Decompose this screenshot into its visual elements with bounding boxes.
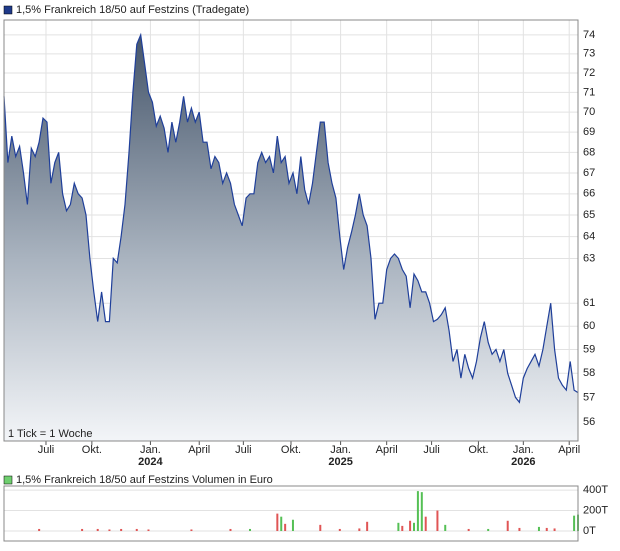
volume-bar [401, 525, 404, 531]
volume-bar [553, 528, 556, 531]
y-tick-label: 57 [583, 391, 595, 403]
x-year-label: 2025 [328, 456, 352, 468]
volume-bar [537, 526, 540, 531]
x-tick-label: Jan. [513, 444, 534, 456]
volume-bar [108, 529, 111, 531]
y-tick-label: 70 [583, 106, 595, 118]
y-tick-label: 65 [583, 209, 595, 221]
volume-bar [280, 516, 283, 531]
volume-bar [416, 491, 419, 531]
volume-bar [147, 529, 150, 531]
y-tick-label: 63 [583, 252, 595, 264]
y-tick-label: 400T [583, 484, 608, 496]
x-tick-label: Okt. [468, 444, 488, 456]
volume-panel: 0T 200T 400T [3, 484, 608, 542]
y-tick-label: 66 [583, 188, 595, 200]
y-tick-label: 58 [583, 367, 595, 379]
volume-bar [276, 513, 279, 531]
x-tick-label: April [376, 444, 398, 456]
annotation: 1 Tick = 1 Woche [8, 428, 92, 440]
volume-bar [409, 520, 412, 531]
volume-bar [81, 528, 84, 531]
volume-bar [424, 516, 427, 531]
volume-bar [420, 492, 423, 531]
x-tick-label: April [188, 444, 210, 456]
volume-bar [436, 510, 439, 531]
volume-bar [545, 527, 548, 531]
y-tick-label: 61 [583, 297, 595, 309]
plot-frame [3, 19, 579, 442]
price-panel: 56 57 58 59 60 61 63 64 65 66 67 68 69 70 71 72 73 74 Juli… [3, 19, 595, 468]
y-tick-label: 69 [583, 126, 595, 138]
volume-bar [120, 528, 123, 531]
y-tick-label: 74 [583, 29, 595, 41]
y-tick-label: 71 [583, 86, 595, 98]
plot-frame [3, 485, 579, 542]
x-tick-label: Okt. [82, 444, 102, 456]
volume-bar [284, 523, 287, 531]
y-tick-label: 68 [583, 146, 595, 158]
volume-bar [506, 520, 509, 531]
volume-bar [338, 528, 341, 531]
volume-bar [96, 528, 99, 531]
x-tick-label: Juli [38, 444, 55, 456]
x-year-label: 2026 [511, 456, 535, 468]
x-tick-label: Jan. [140, 444, 161, 456]
x-tick-label: April [558, 444, 580, 456]
y-tick-label: 64 [583, 230, 595, 242]
y-tick-label: 72 [583, 67, 595, 79]
area [4, 34, 578, 442]
x-year-label: 2024 [138, 456, 163, 468]
volume-bar [249, 528, 251, 531]
volume-bar [229, 528, 232, 531]
y-tick-label: 67 [583, 167, 595, 179]
volume-bar [413, 522, 415, 531]
y-tick-label: 0T [583, 525, 596, 537]
legend-swatch [3, 5, 13, 15]
volume-bar [444, 524, 447, 531]
volume-bar [358, 528, 361, 531]
y-tick-label: 56 [583, 416, 595, 428]
volume-bar [291, 519, 294, 531]
volume-title: 1,5% Frankreich 18/50 auf Festzins Volum… [16, 474, 273, 486]
volume-bar [319, 524, 322, 531]
y-tick-label: 200T [583, 504, 608, 516]
volume-bar [573, 515, 576, 531]
x-tick-label: Juli [235, 444, 252, 456]
volume-bar [467, 528, 470, 531]
volume-bar [366, 521, 369, 531]
y-tick-label: 60 [583, 320, 595, 332]
y-tick-label: 73 [583, 48, 595, 60]
chart-title: 1,5% Frankreich 18/50 auf Festzins (Trad… [16, 4, 249, 16]
volume-bar [38, 528, 41, 531]
volume-bar [190, 529, 193, 531]
x-tick-label: Okt. [281, 444, 301, 456]
volume-bar [135, 528, 138, 531]
volume-bar [518, 527, 521, 531]
price-line [3, 32, 579, 404]
y-tick-label: 59 [583, 343, 595, 355]
x-tick-label: Jan. [330, 444, 351, 456]
volume-bar [397, 522, 400, 531]
x-tick-label: Juli [423, 444, 440, 456]
volume-bar [487, 528, 490, 531]
legend-swatch [3, 475, 13, 485]
